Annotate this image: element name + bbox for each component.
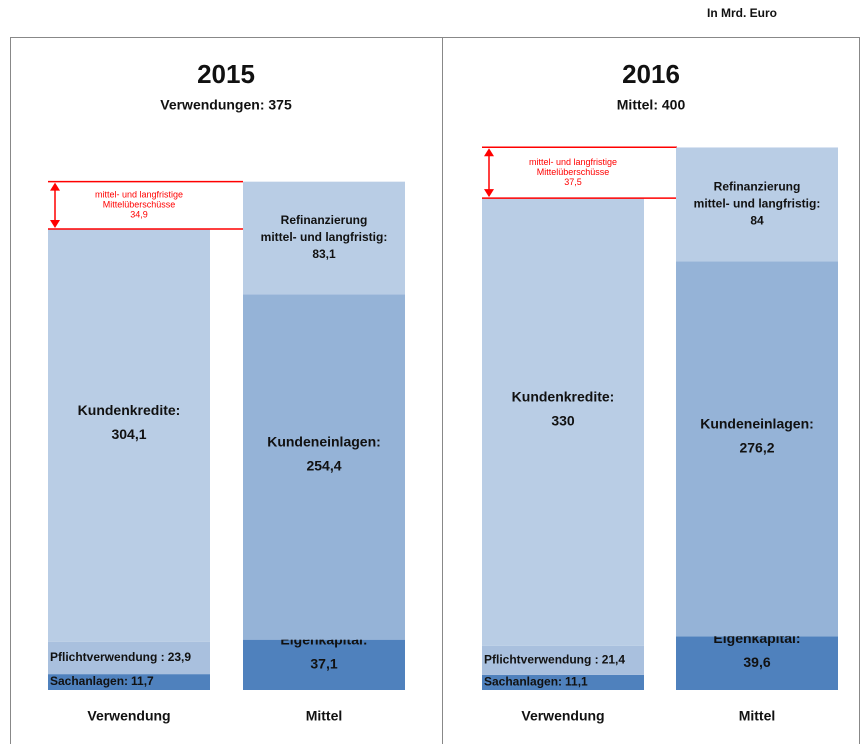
segment-value: 83,1 xyxy=(312,247,336,261)
arrow-head xyxy=(50,182,60,191)
segment-label: mittel- und langfristige xyxy=(529,157,617,167)
segment-value: 11,1 xyxy=(565,675,588,689)
segment-label: Mittelüberschüsse xyxy=(103,200,176,210)
bar-segment xyxy=(243,639,405,690)
segment-label: Sachanlagen: 11,1 xyxy=(484,675,588,689)
segment-name: Sachanlagen: xyxy=(484,675,562,689)
segment-value: 11,7 xyxy=(131,674,154,688)
bar-segment xyxy=(676,147,838,262)
bar-segment xyxy=(676,261,838,637)
bar-segment xyxy=(482,198,644,646)
segment-value: 304,1 xyxy=(111,426,146,442)
segment-name: Pflichtverwendung : xyxy=(484,653,599,667)
frame xyxy=(10,37,860,744)
chart-title: 2016 xyxy=(622,59,680,89)
x-tick-label: Verwendung xyxy=(521,708,604,724)
segment-value: 37,5 xyxy=(564,177,582,187)
segment-label: Mittelüberschüsse xyxy=(537,167,610,177)
segment-name: Sachanlagen: xyxy=(50,674,128,688)
unit-note: In Mrd. Euro xyxy=(707,6,777,20)
bar-segment xyxy=(243,294,405,640)
x-tick-label: Verwendung xyxy=(87,708,170,724)
bar-segment xyxy=(676,636,838,690)
segment-label: Refinanzierung xyxy=(714,180,801,194)
segment-label: Pflichtverwendung :23,9 xyxy=(50,650,191,664)
segment-value: 254,4 xyxy=(306,458,341,474)
segment-label: mittel- und langfristige xyxy=(95,190,183,200)
x-tick-label: Mittel xyxy=(739,708,776,724)
chart-subtitle: Mittel: 400 xyxy=(617,97,686,113)
segment-value: 34,9 xyxy=(130,210,148,220)
bar-segment xyxy=(48,181,210,230)
chart-title: 2015 xyxy=(197,59,255,89)
segment-label: Kundeneinlagen: xyxy=(267,434,381,450)
segment-label: Pflichtverwendung :21,4 xyxy=(484,653,625,667)
segment-value: 37,1 xyxy=(310,656,337,672)
segment-value: 276,2 xyxy=(739,440,774,456)
bar-segment xyxy=(48,641,210,675)
segment-label: mittel- und langfristig: xyxy=(261,230,388,244)
segment-value: 21,4 xyxy=(602,653,626,667)
segment-name: Pflichtverwendung : xyxy=(50,650,165,664)
segment-label: Kundenkredite: xyxy=(78,402,181,418)
bar-segment xyxy=(482,645,644,675)
segment-value: 39,6 xyxy=(743,654,770,670)
segment-value: 330 xyxy=(551,413,575,429)
arrow-head xyxy=(50,220,60,229)
bar-segment xyxy=(48,674,210,690)
arrow-head xyxy=(484,189,494,198)
segment-label: Refinanzierung xyxy=(281,213,368,227)
segment-value: 23,9 xyxy=(168,650,192,664)
segment-label: Kundenkredite: xyxy=(512,389,615,405)
bar-segment xyxy=(482,147,644,199)
segment-label: Kundeneinlagen: xyxy=(700,416,814,432)
chart-subtitle: Verwendungen: 375 xyxy=(160,97,292,113)
bar-segment xyxy=(48,229,210,642)
x-tick-label: Mittel xyxy=(306,708,343,724)
arrow-head xyxy=(484,148,494,157)
segment-label: mittel- und langfristig: xyxy=(694,197,821,211)
segment-label: Sachanlagen: 11,7 xyxy=(50,674,154,688)
bar-segment xyxy=(482,674,644,690)
bar-segment xyxy=(243,181,405,295)
segment-value: 84 xyxy=(750,214,764,228)
